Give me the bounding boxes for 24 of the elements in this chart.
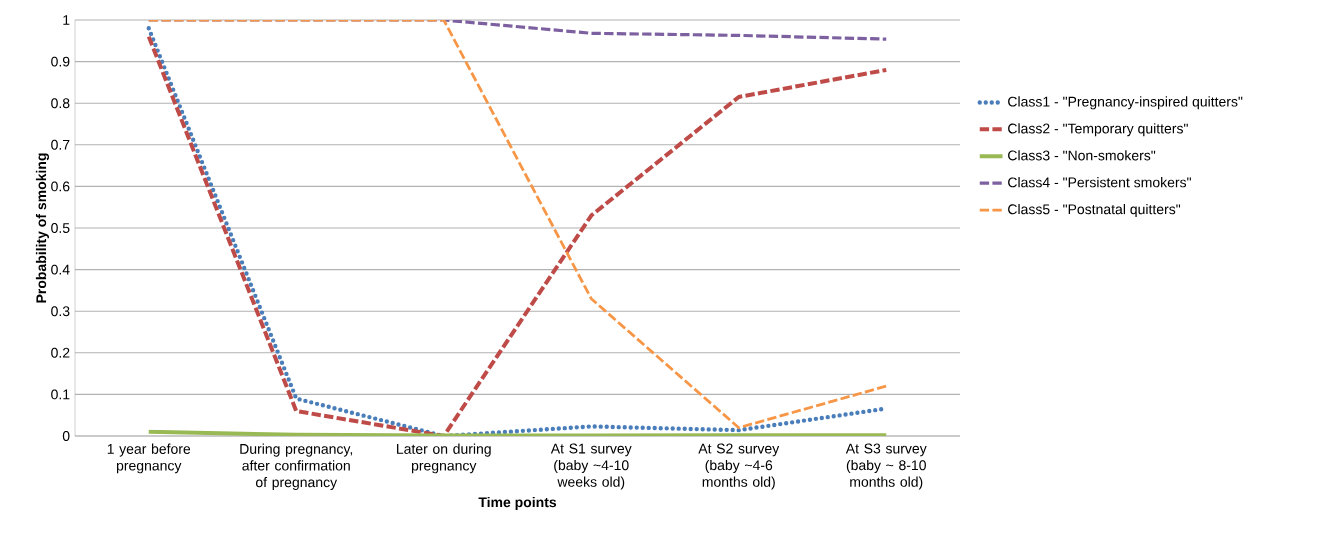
- y-tick-label: 0: [62, 431, 70, 441]
- y-tick-label: 0.4: [51, 264, 70, 275]
- y-tick-label: 1: [63, 15, 70, 25]
- x-tick-label: Later on during pregnancy: [397, 443, 491, 474]
- y-tick-label: 0.8: [51, 98, 70, 109]
- x-tick-label: 1 year before pregnancy: [107, 443, 191, 474]
- y-axis-title: Probability of smoking: [35, 153, 50, 303]
- y-tick-label: 0.5: [51, 223, 70, 233]
- x-tick-label: At S3 survey (baby ~ 8-10 months old): [845, 443, 927, 490]
- legend-label: Class3 - "Non-smokers": [1008, 150, 1156, 161]
- x-tick-label: At S2 survey (baby ~4-6 months old): [698, 443, 780, 490]
- y-tick-label: 0.7: [51, 139, 70, 150]
- x-axis-title: Time points: [478, 496, 557, 510]
- y-tick-label: 0.9: [51, 56, 70, 67]
- y-tick-label: 0.3: [51, 306, 70, 317]
- y-tick-label: 0.1: [51, 389, 70, 400]
- legend-label: Class4 - "Persistent smokers": [1008, 177, 1191, 188]
- legend-label: Class1 - "Pregnancy-inspired quitters": [1008, 96, 1243, 110]
- x-tick-label: At S1 survey (baby ~4-10 weeks old): [550, 443, 632, 490]
- legend-label: Class5 - "Postnatal quitters": [1008, 203, 1181, 218]
- legend-label: Class2 - "Temporary quitters": [1008, 123, 1188, 137]
- x-tick-label: During pregnancy, after confirmation of pregnancy: [240, 443, 353, 490]
- y-tick-label: 0.6: [51, 181, 70, 192]
- y-tick-label: 0.2: [51, 347, 70, 358]
